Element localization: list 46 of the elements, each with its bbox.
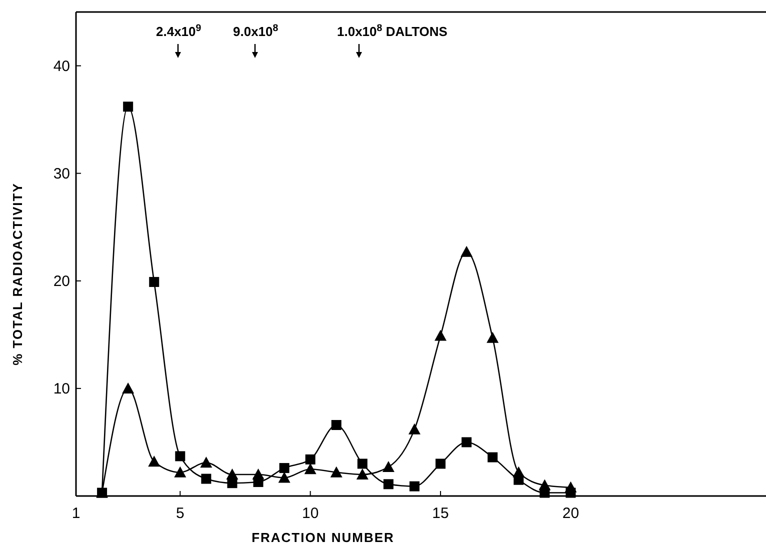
annotation: 2.4x10$^{9}$ xyxy=(156,22,202,39)
point xyxy=(566,488,576,498)
y-tick-label: 30 xyxy=(53,165,70,182)
point xyxy=(305,454,316,464)
x-tick-label: 5 xyxy=(176,505,184,522)
point xyxy=(434,330,447,341)
point xyxy=(200,456,212,468)
point xyxy=(253,477,264,488)
point xyxy=(382,460,394,472)
point xyxy=(174,466,186,478)
point xyxy=(279,463,290,474)
point xyxy=(486,332,499,343)
y-tick-label: 20 xyxy=(53,272,70,290)
x-tick-label: 20 xyxy=(562,505,580,522)
point xyxy=(488,452,498,462)
point xyxy=(123,102,134,112)
x-tick-label: 10 xyxy=(302,505,319,522)
point xyxy=(304,463,316,474)
point xyxy=(97,488,108,498)
x-axis-title: FRACTION NUMBER xyxy=(252,530,394,545)
point xyxy=(462,437,472,448)
point xyxy=(148,456,160,467)
point xyxy=(408,423,420,434)
point xyxy=(460,246,473,257)
point xyxy=(278,472,290,483)
point xyxy=(383,479,394,490)
point xyxy=(514,474,524,485)
annotation: 9.0x10$^{8}$ xyxy=(233,22,279,39)
point xyxy=(540,488,550,498)
x-tick-label: 1 xyxy=(72,505,80,522)
y-tick-label: 40 xyxy=(53,58,70,75)
point xyxy=(175,451,186,462)
point xyxy=(330,466,342,478)
y-axis-title: % TOTAL RADIOACTIVITY xyxy=(10,182,25,366)
point xyxy=(357,458,368,469)
y-tick-label: 10 xyxy=(53,380,70,398)
point xyxy=(409,481,420,492)
point xyxy=(149,276,160,287)
point xyxy=(227,478,238,488)
point xyxy=(436,458,446,469)
annotation: 1.0x10$^{8}$ DALTONS xyxy=(337,22,448,39)
point xyxy=(122,382,134,394)
point xyxy=(201,474,212,484)
x-tick-label: 15 xyxy=(432,505,449,522)
point xyxy=(331,420,342,430)
point xyxy=(356,468,368,480)
